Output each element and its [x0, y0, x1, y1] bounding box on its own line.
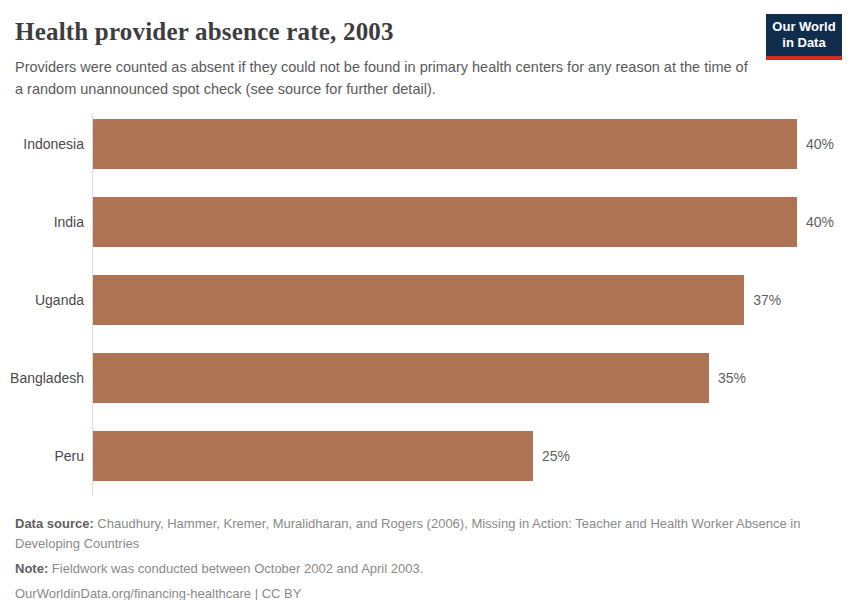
note-label: Note: — [15, 561, 48, 576]
country-label: Peru — [0, 431, 84, 481]
bar-track: 37% — [93, 275, 781, 325]
y-axis-line — [92, 113, 93, 495]
citation-url: OurWorldinData.org/financing-healthcare … — [15, 584, 835, 600]
bar-row: India 40% — [0, 191, 850, 269]
bar[interactable] — [93, 431, 533, 481]
country-label: India — [0, 197, 84, 247]
plot-rows: Indonesia 40% India 40% Uganda 37% Bangladesh 3… — [0, 113, 850, 503]
data-source-line: Data source: Chaudhury, Hammer, Kremer, … — [15, 514, 805, 554]
owid-chart-page: Health provider absence rate, 2003 Provi… — [0, 0, 850, 600]
chart-subtitle: Providers were counted as absent if they… — [15, 56, 757, 100]
bar[interactable] — [93, 353, 709, 403]
country-label: Uganda — [0, 275, 84, 325]
value-label: 25% — [542, 448, 570, 464]
bar-track: 35% — [93, 353, 746, 403]
bar-row: Indonesia 40% — [0, 113, 850, 191]
country-label: Bangladesh — [0, 353, 84, 403]
owid-logo: Our World in Data — [766, 14, 842, 60]
owid-logo-line1: Our World — [770, 19, 838, 35]
bar-row: Bangladesh 35% — [0, 347, 850, 425]
data-source-label: Data source: — [15, 516, 94, 531]
bar[interactable] — [93, 197, 797, 247]
bar[interactable] — [93, 275, 744, 325]
note-text: Fieldwork was conducted between October … — [48, 561, 423, 576]
chart-header: Health provider absence rate, 2003 Provi… — [0, 0, 850, 100]
country-label: Indonesia — [0, 119, 84, 169]
chart-title: Health provider absence rate, 2003 — [15, 16, 835, 48]
bar-chart: Indonesia 40% India 40% Uganda 37% Bangladesh 3… — [0, 113, 850, 503]
data-source-text: Chaudhury, Hammer, Kremer, Muralidharan,… — [15, 516, 800, 551]
bar-row: Uganda 37% — [0, 269, 850, 347]
value-label: 35% — [718, 370, 746, 386]
bar-track: 25% — [93, 431, 570, 481]
bar-row: Peru 25% — [0, 425, 850, 503]
bar-track: 40% — [93, 197, 834, 247]
bar-track: 40% — [93, 119, 834, 169]
chart-footer: Data source: Chaudhury, Hammer, Kremer, … — [0, 503, 850, 600]
value-label: 40% — [806, 136, 834, 152]
value-label: 37% — [753, 292, 781, 308]
note-line: Note: Fieldwork was conducted between Oc… — [15, 559, 835, 579]
value-label: 40% — [806, 214, 834, 230]
bar[interactable] — [93, 119, 797, 169]
owid-logo-line2: in Data — [770, 35, 838, 51]
